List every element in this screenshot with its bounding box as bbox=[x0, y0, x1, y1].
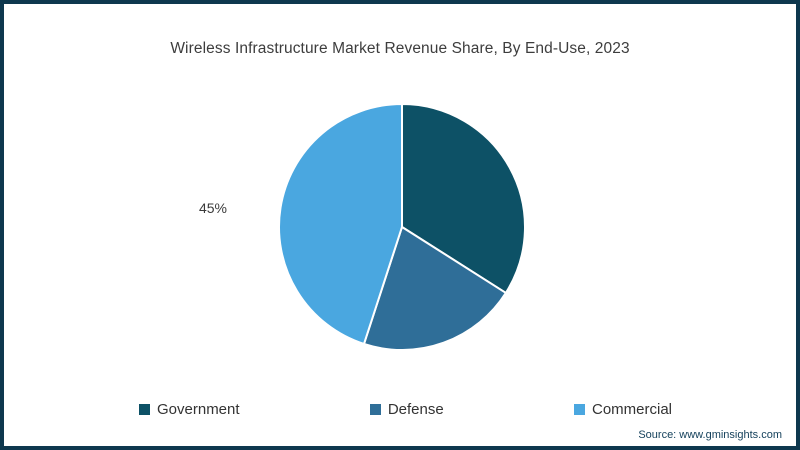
legend-item-defense: Defense bbox=[369, 401, 444, 418]
pie-svg bbox=[278, 103, 526, 351]
pie-slice-label-commercial: 45% bbox=[198, 200, 228, 216]
legend-swatch-commercial bbox=[573, 404, 585, 415]
pie-slice-commercial bbox=[278, 103, 403, 345]
legend-swatch-government bbox=[139, 404, 150, 415]
legend: Government Defense Commercial bbox=[139, 401, 672, 418]
source-attribution: Source: www.gminsights.com bbox=[638, 429, 782, 441]
legend-item-government: Government bbox=[139, 401, 240, 418]
pie-slice-defense bbox=[362, 226, 507, 351]
pie-chart bbox=[277, 102, 527, 352]
legend-label-defense: Defense bbox=[387, 401, 444, 418]
legend-item-commercial: Commercial bbox=[573, 401, 672, 418]
chart-title: Wireless Infrastructure Market Revenue S… bbox=[170, 40, 630, 57]
legend-swatch-defense bbox=[369, 404, 381, 415]
legend-label-commercial: Commercial bbox=[591, 401, 672, 418]
legend-label-government: Government bbox=[157, 401, 240, 418]
